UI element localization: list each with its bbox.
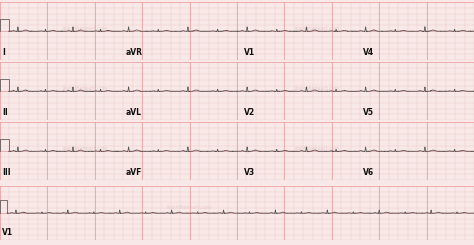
Text: II: II [2,108,8,117]
Text: aVF: aVF [126,168,142,177]
Text: I: I [2,48,5,57]
Text: V4: V4 [363,48,374,57]
Text: learntheheart.com: learntheheart.com [167,205,212,210]
Text: III: III [2,168,11,177]
Text: learntheheart.com: learntheheart.com [63,86,108,91]
Text: learntheheart.com: learntheheart.com [295,146,340,151]
Text: V5: V5 [363,108,374,117]
Text: V1: V1 [2,228,13,237]
Text: V1: V1 [244,48,255,57]
Text: learntheheart.com: learntheheart.com [63,146,108,151]
Text: V2: V2 [244,108,255,117]
Text: learntheheart.com: learntheheart.com [295,86,340,91]
Text: learntheheart.com: learntheheart.com [295,26,340,31]
Text: aVL: aVL [126,108,142,117]
Text: V3: V3 [244,168,255,177]
Text: V6: V6 [363,168,374,177]
Text: learntheheart.com: learntheheart.com [63,26,108,31]
Text: aVR: aVR [126,48,143,57]
